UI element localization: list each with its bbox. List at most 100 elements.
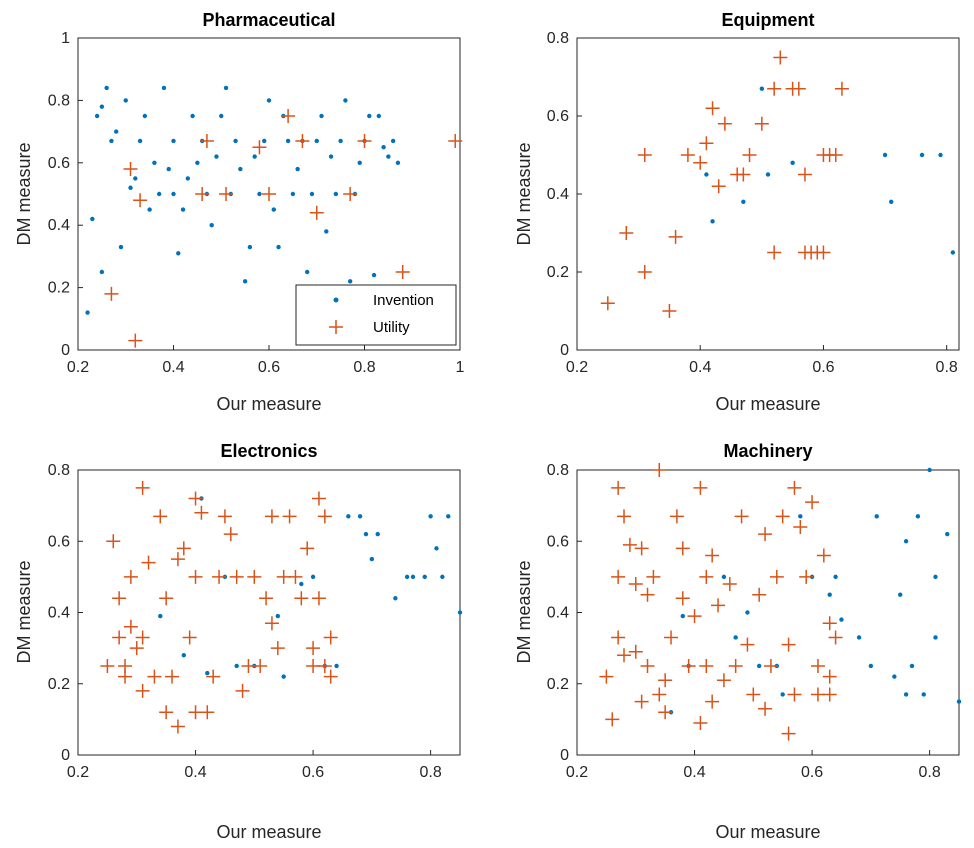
utility-point (147, 669, 162, 684)
utility-point (288, 569, 303, 584)
invention-point (945, 531, 950, 537)
utility-point (135, 480, 150, 495)
utility-point (229, 569, 244, 584)
invention-point (376, 113, 382, 119)
y-tick-label: 0 (61, 747, 70, 764)
invention-point (171, 138, 176, 144)
utility-point (200, 705, 215, 720)
chart-title: Machinery (723, 441, 812, 461)
x-tick-label: 0.4 (184, 764, 206, 781)
invention-point (381, 145, 386, 150)
invention-point (919, 152, 925, 158)
invention-point (921, 692, 926, 697)
invention-point (234, 663, 239, 669)
utility-point (699, 658, 714, 673)
utility-point (711, 598, 726, 613)
utility-point (781, 726, 796, 741)
utility-point (693, 155, 708, 170)
invention-point (176, 251, 181, 256)
legend-box (295, 284, 457, 346)
invention-point (158, 613, 163, 619)
utility-point (241, 658, 256, 673)
utility-point (311, 591, 326, 606)
utility-point (693, 715, 708, 730)
utility-point (223, 527, 238, 542)
utility-point (112, 630, 127, 645)
y-tick-label: 0.6 (48, 533, 70, 550)
invention-point (903, 692, 909, 697)
axis-ticks: 0.2 0.4 0.6 0.800.20.40.60.8 (48, 462, 442, 781)
invention-point (319, 113, 324, 119)
y-tick-label: 0.6 (547, 108, 569, 125)
utility-point (734, 509, 749, 524)
utility-point (357, 133, 372, 148)
utility-point (740, 637, 755, 652)
chart-title: Electronics (220, 441, 317, 461)
scatter-marks (85, 85, 463, 348)
y-tick-label: 0.8 (547, 30, 569, 47)
utility-point (605, 712, 620, 727)
utility-point (705, 694, 720, 709)
invention-point (290, 191, 296, 197)
legend-utility-label: Utility (373, 319, 410, 336)
y-tick-label: 0.4 (48, 217, 70, 234)
utility-point (716, 673, 731, 688)
invention-point (347, 279, 353, 284)
scatter-marks (100, 480, 463, 734)
utility-point (646, 569, 661, 584)
utility-point (182, 630, 197, 645)
x-tick-label: 0.4 (689, 359, 711, 376)
utility-point (323, 669, 338, 684)
invention-point (790, 160, 795, 165)
utility-point (810, 658, 825, 673)
invention-point (357, 160, 362, 165)
axis-ticks: 0.2 0.4 0.6 0.800.20.40.60.8 (547, 30, 958, 376)
invention-point (333, 191, 339, 197)
x-tick-label: 0.6 (812, 359, 834, 376)
utility-point (640, 658, 655, 673)
y-tick-label: 0.4 (48, 605, 70, 622)
invention-point (827, 592, 832, 597)
utility-point (787, 687, 802, 702)
utility-point (153, 509, 168, 524)
utility-point (247, 569, 262, 584)
utility-point (793, 520, 808, 534)
utility-point (668, 229, 683, 244)
y-tick-label: 0.6 (48, 155, 70, 172)
y-axis-label: DM measure (14, 560, 34, 663)
invention-point (118, 244, 124, 250)
invention-point (956, 699, 962, 704)
utility-point (282, 509, 297, 524)
utility-point (135, 683, 150, 698)
invention-point (223, 85, 229, 91)
x-tick-label: 0.2 (566, 764, 588, 781)
y-tick-label: 0.2 (48, 280, 70, 297)
x-tick-label: 0.4 (162, 359, 184, 376)
invention-point (741, 199, 746, 204)
invention-point (903, 539, 909, 544)
invention-point (309, 191, 315, 197)
utility-point (129, 641, 144, 656)
utility-point (680, 148, 695, 162)
utility-point (104, 286, 119, 301)
utility-point (769, 569, 784, 584)
utility-point (705, 101, 720, 116)
invention-point (856, 635, 862, 640)
utility-point (212, 569, 227, 584)
invention-point (892, 674, 897, 679)
utility-point (276, 569, 291, 584)
chart-title: Pharmaceutical (202, 10, 335, 30)
utility-point (199, 133, 214, 148)
utility-point (711, 179, 726, 194)
x-tick-label: 0.2 (566, 359, 588, 376)
invention-point (190, 113, 195, 119)
axis-ticks: 0.2 0.4 0.6 0.8 100.20.40.60.81 (48, 30, 465, 376)
utility-point (619, 226, 634, 240)
utility-point (259, 591, 274, 606)
legend-invention-marker (333, 297, 339, 303)
invention-point (114, 129, 119, 134)
chart-title: Equipment (722, 10, 815, 30)
utility-point (634, 694, 649, 709)
invention-point (898, 592, 903, 597)
utility-point (118, 669, 133, 684)
